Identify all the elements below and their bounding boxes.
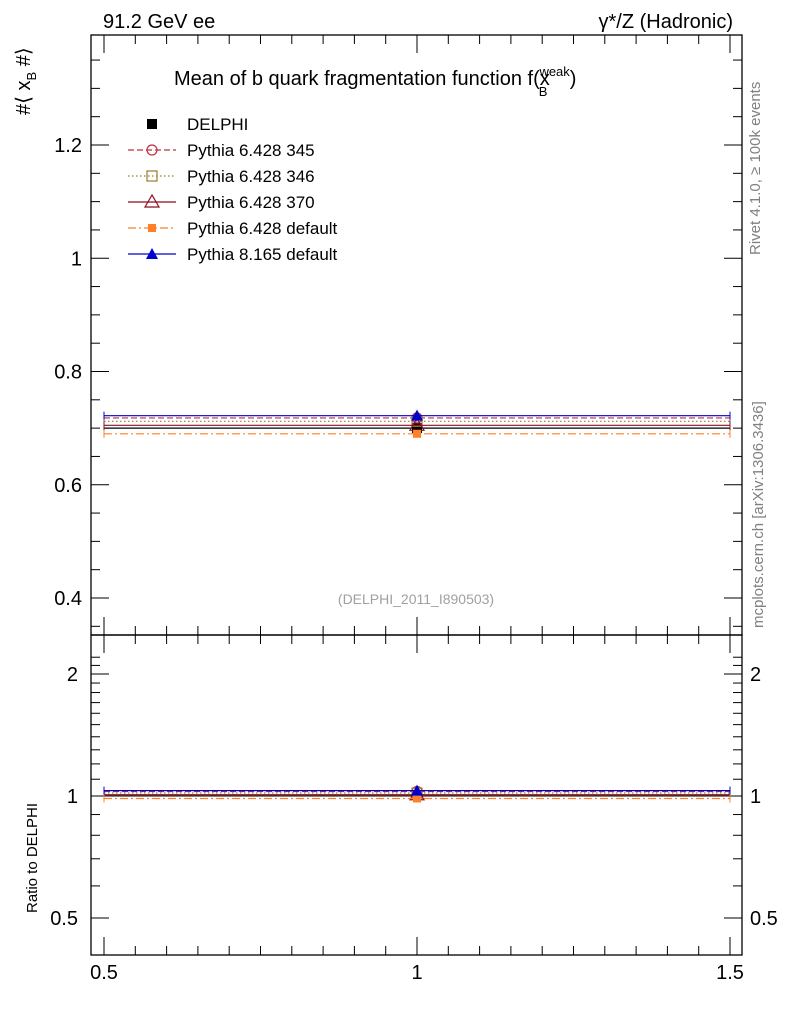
ratio-ytick-label: 2 <box>67 664 78 686</box>
main-ylabel: #⟨ xB #⟩ <box>13 47 39 115</box>
ratio-ytick-label: 1 <box>67 786 78 808</box>
ratio-ylabel: Ratio to DELPHI <box>24 803 41 913</box>
main-ytick-label: 0.4 <box>54 588 82 610</box>
ratio-series-point <box>411 784 423 796</box>
legend-label: Pythia 6.428 default <box>187 219 338 238</box>
legend-label: Pythia 6.428 346 <box>187 167 315 186</box>
legend-label: Pythia 6.428 345 <box>187 141 315 160</box>
ratio-ytick-label-right: 1 <box>750 786 761 808</box>
main-ytick-label: 0.6 <box>54 475 82 497</box>
main-ytick-label: 0.8 <box>54 362 82 384</box>
chart-title: Mean of b quark fragmentation function f… <box>174 64 576 99</box>
main-series-point <box>413 429 421 438</box>
mcplots-label: mcplots.cern.ch [arXiv:1306.3436] <box>750 401 767 628</box>
main-series-group <box>103 409 731 438</box>
main-ytick-label: 1.2 <box>54 135 82 157</box>
main-series-point <box>411 409 423 421</box>
legend-marker <box>146 170 158 182</box>
ratio-ytick-label-right: 0.5 <box>750 908 778 930</box>
ratio-plot-frame <box>90 634 743 956</box>
process-label: γ*/Z (Hadronic) <box>599 11 733 33</box>
legend-label: DELPHI <box>187 115 248 134</box>
energy-label: 91.2 GeV ee <box>103 11 215 33</box>
xtick-label: 0.5 <box>90 962 118 984</box>
legend-label: Pythia 6.428 370 <box>187 193 315 212</box>
ratio-series-point <box>413 794 421 803</box>
legend-marker <box>148 224 156 232</box>
ratio-ytick-label-right: 2 <box>750 664 761 686</box>
legend-marker <box>143 193 161 208</box>
main-series-point <box>412 423 422 434</box>
legend-label: Pythia 8.165 default <box>187 245 338 264</box>
legend-marker <box>146 248 158 259</box>
main-ytick-label: 1 <box>71 248 82 270</box>
ratio-series-group <box>103 784 731 803</box>
ratio-ytick-label: 0.5 <box>50 908 78 930</box>
legend: DELPHI Pythia 6.428 345 Pythia 6.428 346 Py… <box>128 115 338 264</box>
main-axis-ticks: 0.4 0.6 0.8 1 1.2 <box>54 35 742 635</box>
xtick-label: 1.5 <box>716 962 744 984</box>
legend-marker <box>146 144 158 156</box>
rivet-label: Rivet 4.1.0, ≥ 100k events <box>747 82 764 255</box>
legend-marker <box>147 119 157 129</box>
analysis-watermark: (DELPHI_2011_I890503) <box>338 591 494 607</box>
xtick-label: 1 <box>411 962 422 984</box>
ratio-axis-ticks: 0.5 0.5 1 1 2 2 0.5 1 1.5 <box>50 635 778 984</box>
